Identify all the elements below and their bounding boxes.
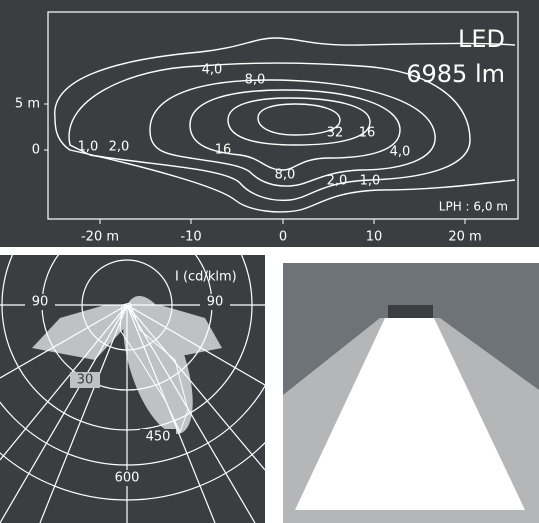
lamp-type: LED <box>458 25 505 53</box>
contour-label: 8,0 <box>275 168 296 183</box>
polar-label: 450 <box>146 430 171 445</box>
polar-unit: I (cd/klm) <box>175 270 237 285</box>
contour-label: 4,0 <box>390 145 411 160</box>
contour-label: 32 <box>327 126 344 141</box>
polar-label: 90 <box>32 295 49 310</box>
isolux-contours <box>54 37 516 213</box>
road-view <box>283 263 539 523</box>
y-axis-label: 0 <box>32 143 40 158</box>
contour-label: 2,0 <box>109 140 130 155</box>
polar-label: 30 <box>77 373 94 388</box>
x-axis-label: 10 <box>366 230 383 245</box>
contour-label: 16 <box>215 143 232 158</box>
x-axis-label: -20 m <box>81 230 119 245</box>
x-axis-label: 0 <box>279 230 287 245</box>
contour-label: 1,0 <box>360 174 381 189</box>
contour-label: 16 <box>359 126 376 141</box>
luminous-flux: 6985 lm <box>406 60 505 88</box>
axis-ticks <box>44 103 466 224</box>
polar-panel <box>0 255 265 523</box>
isolux-panel <box>0 0 539 247</box>
polar-label: 90 <box>207 295 224 310</box>
contour-label: 8,0 <box>245 73 266 88</box>
contour-label: 2,0 <box>327 174 348 189</box>
mounting-height: LPH : 6,0 m <box>439 200 508 214</box>
contour-label: 4,0 <box>202 63 223 78</box>
contour-label: 1,0 <box>78 140 99 155</box>
polar-label: 600 <box>115 471 140 486</box>
x-axis-label: -10 <box>180 230 201 245</box>
y-axis-label: 5 m <box>15 97 40 112</box>
x-axis-label: 20 m <box>448 230 481 245</box>
